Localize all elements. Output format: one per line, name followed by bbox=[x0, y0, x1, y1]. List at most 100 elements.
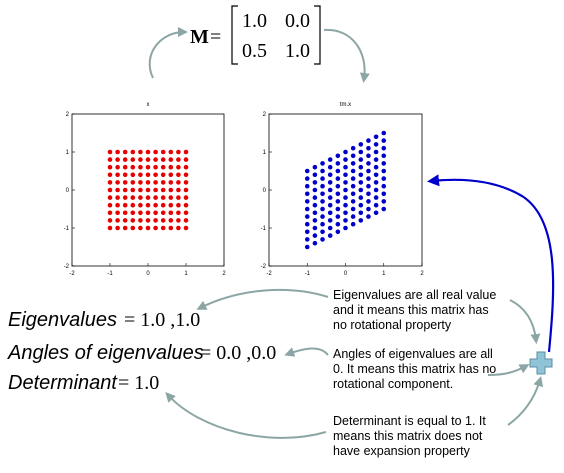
scatter-point bbox=[122, 210, 128, 216]
scatter-point bbox=[335, 191, 341, 197]
scatter-point bbox=[343, 210, 348, 216]
scatter-point bbox=[373, 195, 379, 200]
note-line: Determinant is equal to 1. It bbox=[333, 414, 486, 428]
scatter-point bbox=[358, 187, 364, 193]
scatter-point bbox=[343, 172, 348, 178]
arrow-to-determinant bbox=[165, 392, 327, 439]
scatter-point bbox=[312, 225, 318, 231]
scatter-point bbox=[176, 187, 181, 193]
scatter-point bbox=[304, 229, 310, 235]
scatter-point bbox=[138, 195, 143, 200]
scatter-point bbox=[107, 164, 113, 170]
scatter-point bbox=[320, 176, 325, 181]
scatter-point bbox=[312, 164, 318, 170]
scatter-point bbox=[168, 218, 174, 223]
scatter-point bbox=[153, 157, 158, 162]
scatter-point bbox=[358, 172, 364, 178]
x-tick-label: 1 bbox=[184, 271, 188, 277]
scatter-point bbox=[327, 195, 333, 200]
scatter-point bbox=[320, 183, 325, 189]
scatter-point bbox=[168, 180, 174, 185]
scatter-point bbox=[130, 172, 136, 178]
scatter-point bbox=[366, 206, 371, 212]
scatter-point bbox=[130, 187, 136, 193]
plot-original: x -2 -1 0 1 2 2 1 0 -1 -2 bbox=[64, 102, 227, 277]
y-tick-label: -1 bbox=[261, 226, 267, 232]
scatter-point bbox=[312, 202, 318, 208]
note-line: have expansion property bbox=[333, 444, 471, 458]
scatter-point bbox=[183, 149, 189, 155]
arrow-from-matrix bbox=[323, 28, 370, 83]
scatter-point bbox=[107, 218, 113, 223]
scatter-point bbox=[335, 214, 341, 219]
note-line: rotational component. bbox=[333, 377, 453, 391]
scatter-point bbox=[373, 157, 379, 162]
scatter-point bbox=[145, 164, 151, 170]
scatter-point bbox=[107, 180, 113, 185]
scatter-point bbox=[320, 214, 325, 219]
scatter-point bbox=[107, 149, 113, 155]
scatter-point bbox=[373, 210, 379, 216]
scatter-point bbox=[381, 130, 387, 136]
scatter-point bbox=[138, 157, 143, 162]
formula-eigenvalues: Eigenvalues = 1.0 ,1.0 bbox=[8, 309, 200, 331]
scatter-point bbox=[145, 195, 151, 200]
scatter-point bbox=[130, 164, 136, 170]
scatter-point bbox=[153, 164, 158, 170]
scatter-point bbox=[145, 187, 151, 193]
scatter-point bbox=[335, 153, 341, 159]
scatter-point bbox=[176, 172, 181, 178]
scatter-point bbox=[350, 183, 356, 189]
scatter-point bbox=[115, 149, 120, 155]
scatter-point bbox=[160, 225, 166, 231]
scatter-point bbox=[130, 157, 136, 162]
scatter-point bbox=[115, 218, 120, 223]
scatter-point bbox=[366, 161, 371, 166]
y-tick-label: -2 bbox=[64, 264, 70, 270]
y-tick-label: -2 bbox=[261, 264, 267, 270]
scatter-point bbox=[350, 153, 356, 159]
scatter-point bbox=[168, 164, 174, 170]
formula-value: = 1.0 ,1.0 bbox=[124, 309, 200, 331]
scatter-point bbox=[304, 237, 310, 242]
scatter-point bbox=[373, 172, 379, 178]
scatter-point bbox=[183, 210, 189, 216]
scatter-point bbox=[350, 145, 356, 151]
formula-angles: Angles of eigenvalues = 0.0 ,0.0 bbox=[7, 342, 276, 364]
scatter-point bbox=[327, 202, 333, 208]
scatter-point bbox=[130, 218, 136, 223]
scatter-point bbox=[153, 187, 158, 193]
scatter-point bbox=[304, 191, 310, 197]
scatter-point bbox=[122, 218, 128, 223]
scatter-point bbox=[358, 157, 364, 162]
x-tick-label: 2 bbox=[420, 271, 424, 277]
scatter-point bbox=[335, 229, 341, 235]
scatter-point bbox=[153, 172, 158, 178]
scatter-point bbox=[343, 180, 348, 185]
scatter-point bbox=[115, 195, 120, 200]
scatter-point bbox=[304, 199, 310, 204]
x-tick-label: -2 bbox=[266, 271, 272, 277]
scatter-point bbox=[176, 157, 181, 162]
scatter-point bbox=[373, 134, 379, 140]
scatter-point bbox=[183, 157, 189, 162]
matrix-symbol: M bbox=[190, 26, 209, 48]
scatter-point bbox=[115, 172, 120, 178]
plot-title: tm.x bbox=[340, 102, 351, 108]
scatter-point bbox=[350, 206, 356, 212]
y-tick-label: 0 bbox=[263, 188, 267, 194]
scatter-point bbox=[343, 149, 348, 155]
scatter-point bbox=[168, 157, 174, 162]
x-tick-label: 0 bbox=[344, 271, 348, 277]
scatter-point bbox=[335, 161, 341, 166]
scatter-point bbox=[304, 168, 310, 174]
y-tick-label: 2 bbox=[263, 112, 267, 118]
scatter-point bbox=[343, 187, 348, 193]
scatter-point bbox=[176, 210, 181, 216]
scatter-point bbox=[358, 195, 364, 200]
scatter-point bbox=[115, 157, 120, 162]
scatter-point bbox=[366, 191, 371, 197]
scatter-point bbox=[160, 172, 166, 178]
note-determinant: Determinant is equal to 1. It means this… bbox=[333, 414, 486, 458]
y-tick-label: 1 bbox=[263, 150, 267, 156]
